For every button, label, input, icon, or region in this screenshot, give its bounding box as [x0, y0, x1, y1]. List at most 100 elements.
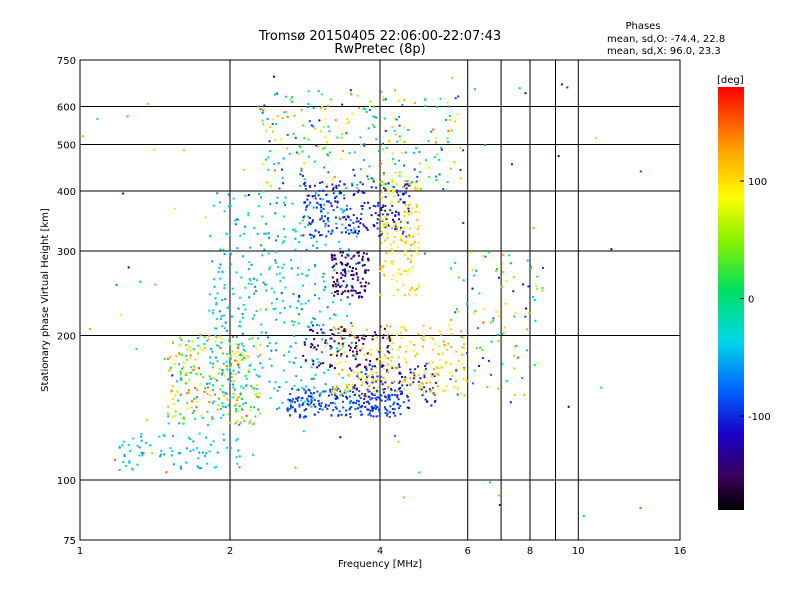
data-point: [334, 314, 337, 317]
data-point: [234, 219, 237, 222]
data-point: [234, 359, 237, 362]
data-point: [462, 377, 465, 380]
data-point: [486, 385, 489, 388]
data-point: [215, 327, 218, 330]
data-point: [335, 222, 338, 225]
data-point: [349, 346, 352, 349]
data-point: [405, 242, 408, 245]
data-point: [169, 366, 172, 369]
data-point: [427, 140, 430, 143]
data-point: [390, 278, 393, 281]
data-point: [289, 404, 292, 407]
data-point: [403, 98, 406, 101]
data-point: [276, 235, 279, 238]
data-point: [242, 403, 245, 406]
data-point: [346, 284, 348, 287]
plot-frame: [79, 59, 681, 541]
data-point: [399, 198, 402, 201]
data-point: [293, 335, 296, 337]
data-point: [179, 465, 182, 468]
data-point: [392, 380, 395, 383]
data-point: [363, 398, 366, 401]
data-point: [300, 167, 303, 170]
data-point: [404, 211, 407, 214]
data-point: [271, 130, 274, 133]
data-point: [389, 405, 392, 408]
data-point: [229, 370, 232, 373]
data-point: [215, 344, 218, 347]
data-point: [356, 94, 359, 97]
data-point: [232, 380, 235, 383]
data-point: [236, 399, 239, 401]
data-point: [386, 363, 389, 366]
data-point: [349, 219, 352, 222]
data-point: [382, 174, 385, 176]
data-point: [297, 396, 300, 399]
data-point: [420, 337, 423, 340]
data-point: [386, 412, 389, 415]
data-point: [271, 118, 274, 121]
data-point: [306, 397, 309, 400]
data-point: [242, 168, 245, 171]
data-point: [352, 354, 355, 357]
data-point: [347, 224, 350, 227]
data-point: [478, 292, 481, 295]
data-point: [399, 387, 402, 389]
data-point: [310, 320, 313, 323]
data-point: [329, 388, 332, 391]
data-point: [252, 453, 255, 456]
data-point: [208, 382, 211, 385]
data-point: [388, 396, 391, 399]
data-point: [328, 317, 331, 320]
data-point: [388, 335, 391, 338]
data-point: [366, 175, 369, 178]
data-point: [304, 385, 307, 388]
data-point: [371, 405, 374, 408]
data-point: [296, 273, 299, 276]
data-point: [336, 347, 339, 350]
data-point: [343, 268, 346, 271]
data-point: [128, 461, 131, 464]
data-point: [196, 337, 199, 339]
data-point: [373, 331, 376, 334]
data-point: [122, 440, 125, 443]
data-point: [399, 238, 402, 241]
data-point: [335, 184, 338, 187]
data-point: [432, 348, 434, 351]
data-point: [346, 315, 349, 318]
data-point: [338, 361, 341, 364]
data-point: [289, 305, 292, 308]
data-point: [312, 317, 315, 320]
data-point: [368, 389, 371, 392]
data-point: [227, 378, 229, 381]
data-point: [315, 144, 318, 147]
data-point: [274, 138, 277, 141]
data-point: [259, 362, 262, 365]
data-point: [350, 322, 353, 325]
data-point: [195, 447, 198, 450]
data-point: [347, 248, 350, 251]
data-point: [360, 205, 363, 208]
data-point: [346, 264, 348, 267]
data-point: [357, 220, 360, 223]
data-point: [342, 329, 345, 332]
data-point: [186, 358, 189, 361]
data-point: [344, 330, 347, 333]
data-point: [259, 412, 262, 415]
data-point: [314, 194, 317, 197]
data-point: [396, 191, 399, 194]
data-point: [237, 449, 240, 452]
data-point: [435, 366, 438, 369]
data-point: [319, 181, 321, 184]
data-point: [325, 235, 328, 238]
data-point: [411, 266, 414, 269]
data-point: [365, 358, 368, 361]
data-point: [375, 358, 378, 361]
data-point: [389, 411, 391, 414]
data-point: [269, 184, 272, 187]
data-point: [251, 337, 254, 340]
data-point: [368, 207, 371, 210]
data-point: [341, 337, 344, 340]
data-point: [409, 203, 412, 206]
data-point: [363, 225, 366, 228]
